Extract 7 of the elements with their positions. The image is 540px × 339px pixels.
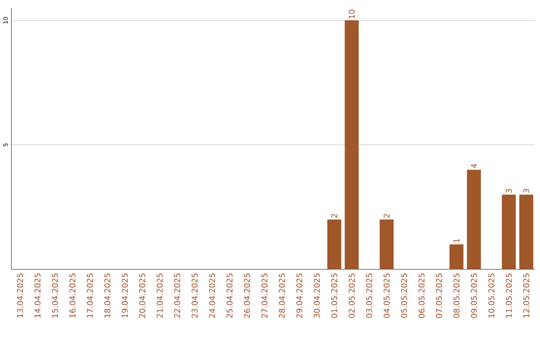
bar	[502, 194, 516, 270]
bar	[380, 219, 394, 270]
bar	[327, 219, 342, 270]
bar	[466, 170, 481, 270]
bar	[344, 20, 359, 270]
bar	[449, 244, 464, 270]
bar	[519, 194, 534, 270]
